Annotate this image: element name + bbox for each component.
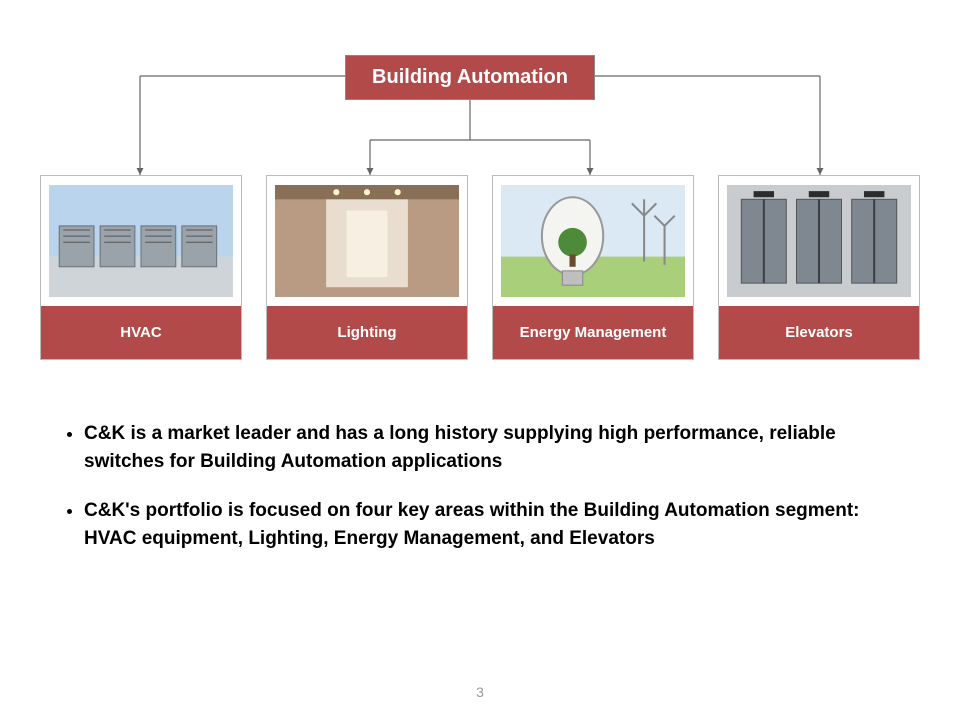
card-hvac: HVAC [40,175,242,360]
lighting-icon [275,185,459,297]
root-label: Building Automation [372,66,568,88]
page-number: 3 [0,684,960,700]
elevators-icon [727,185,911,297]
card-lighting: Lighting [266,175,468,360]
bullet-section: C&K is a market leader and has a long hi… [60,420,900,574]
energy-icon [501,185,685,297]
card-energy-image [493,176,693,306]
card-lighting-image [267,176,467,306]
card-hvac-image [41,176,241,306]
child-cards-row: HVAC Lighting [40,175,920,360]
hvac-icon [49,185,233,297]
card-energy-label: Energy Management [493,306,693,359]
card-elevators: Elevators [718,175,920,360]
bullet-list: C&K is a market leader and has a long hi… [60,420,900,552]
card-hvac-label: HVAC [41,306,241,359]
card-elevators-label: Elevators [719,306,919,359]
root-node: Building Automation [345,55,595,100]
card-energy: Energy Management [492,175,694,360]
bullet-item: C&K's portfolio is focused on four key a… [84,497,900,552]
card-elevators-image [719,176,919,306]
bullet-item: C&K is a market leader and has a long hi… [84,420,900,475]
card-lighting-label: Lighting [267,306,467,359]
